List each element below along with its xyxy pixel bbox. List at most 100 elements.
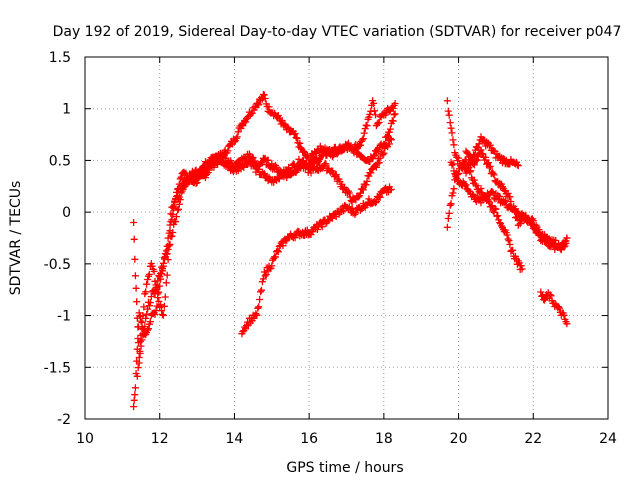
data-point	[387, 185, 395, 193]
data-point	[145, 325, 152, 333]
data-point	[176, 175, 184, 183]
data-point	[274, 112, 282, 119]
data-point	[157, 301, 165, 309]
data-point	[206, 161, 214, 169]
data-point	[487, 203, 495, 211]
data-point	[518, 265, 526, 273]
data-point	[492, 205, 500, 213]
data-point	[169, 229, 177, 236]
data-point	[131, 272, 139, 280]
data-point	[242, 325, 250, 333]
data-point	[163, 271, 171, 279]
data-point	[293, 134, 301, 142]
data-point	[490, 171, 498, 179]
data-point	[260, 91, 268, 99]
data-point	[445, 111, 453, 119]
data-point	[150, 267, 158, 275]
x-axis-label: GPS time / hours	[286, 460, 403, 476]
data-point	[164, 245, 172, 253]
data-point	[470, 161, 478, 169]
data-point	[351, 211, 359, 218]
data-point	[132, 284, 140, 292]
data-point	[448, 129, 456, 137]
data-point	[555, 240, 562, 248]
data-point	[253, 311, 261, 319]
data-point	[318, 223, 326, 231]
data-point	[528, 221, 536, 228]
data-point	[170, 204, 178, 212]
data-point	[458, 165, 466, 173]
data-point	[352, 209, 360, 217]
data-point	[486, 141, 494, 149]
data-point	[475, 140, 483, 148]
data-point	[169, 203, 177, 211]
data-point	[503, 231, 511, 239]
data-point	[296, 139, 304, 147]
data-point	[131, 384, 139, 392]
data-point	[144, 276, 152, 283]
data-point	[224, 147, 232, 155]
data-point	[262, 271, 270, 278]
data-points	[130, 91, 571, 411]
data-point	[467, 167, 475, 175]
data-point	[365, 195, 373, 203]
x-tick-label: 16	[300, 431, 318, 447]
data-point	[135, 359, 143, 367]
data-point	[133, 298, 141, 306]
data-point	[140, 326, 148, 334]
data-point	[232, 135, 240, 142]
data-point	[537, 288, 545, 296]
data-point	[174, 206, 181, 214]
data-point	[477, 146, 485, 154]
data-point	[143, 310, 151, 318]
data-point	[511, 208, 519, 216]
y-axis-label: SDTVAR / TECUs	[8, 181, 24, 296]
data-point	[486, 162, 494, 170]
data-point	[137, 342, 145, 350]
data-point	[386, 128, 393, 136]
data-point	[258, 159, 265, 167]
data-point	[462, 181, 470, 189]
data-point	[358, 185, 366, 193]
data-point	[182, 169, 190, 177]
data-point	[445, 209, 453, 217]
data-point	[372, 199, 379, 207]
data-point	[261, 95, 269, 102]
data-point	[155, 288, 163, 296]
data-point	[371, 151, 378, 159]
data-point	[477, 185, 485, 192]
data-point	[159, 262, 167, 270]
data-point	[563, 234, 571, 242]
data-point	[265, 103, 273, 111]
data-point	[258, 286, 265, 294]
data-point	[370, 152, 378, 160]
data-point	[130, 235, 138, 243]
data-point	[159, 311, 167, 319]
data-point	[485, 164, 493, 172]
y-tick-label: -2	[57, 412, 71, 428]
data-point	[166, 240, 174, 248]
plot-border	[84, 56, 609, 420]
data-point	[506, 193, 514, 201]
data-point	[507, 198, 515, 205]
data-point	[169, 211, 177, 219]
data-point	[140, 303, 148, 311]
data-point	[563, 320, 571, 328]
y-tick-label: 0.5	[49, 153, 71, 169]
data-point	[314, 226, 321, 233]
data-point	[159, 311, 166, 319]
y-tick-label: 1.5	[49, 50, 71, 66]
x-tick-label: 18	[375, 431, 393, 447]
data-point	[254, 304, 262, 312]
data-point	[157, 269, 165, 277]
data-point	[141, 323, 149, 331]
data-point	[467, 153, 475, 161]
data-point	[482, 153, 490, 161]
data-point	[153, 302, 161, 310]
x-tick-label: 14	[226, 431, 244, 447]
data-point	[509, 246, 517, 254]
data-point	[154, 277, 162, 285]
data-point	[322, 160, 330, 168]
data-point	[355, 193, 363, 201]
